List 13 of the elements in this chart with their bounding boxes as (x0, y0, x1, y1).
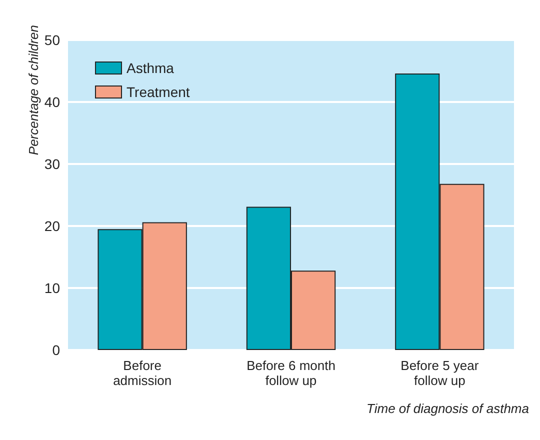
y-tick-label: 40 (44, 94, 60, 110)
y-tick-label: 10 (44, 280, 60, 296)
legend-label: Treatment (126, 84, 190, 100)
y-axis-title: Percentage of children (26, 25, 41, 156)
legend-label: Asthma (126, 60, 174, 76)
x-tick-label: Before 5 year follow up (400, 358, 480, 388)
x-tick-label: Before 6 month follow up (246, 358, 336, 388)
y-tick-label: 20 (44, 218, 60, 234)
x-tick-label: Before admission (113, 358, 172, 388)
y-tick-label: 50 (44, 32, 60, 48)
y-tick-label: 0 (52, 342, 60, 358)
x-axis-title: Time of diagnosis of asthma (366, 401, 529, 416)
y-tick-label: 30 (44, 156, 60, 172)
